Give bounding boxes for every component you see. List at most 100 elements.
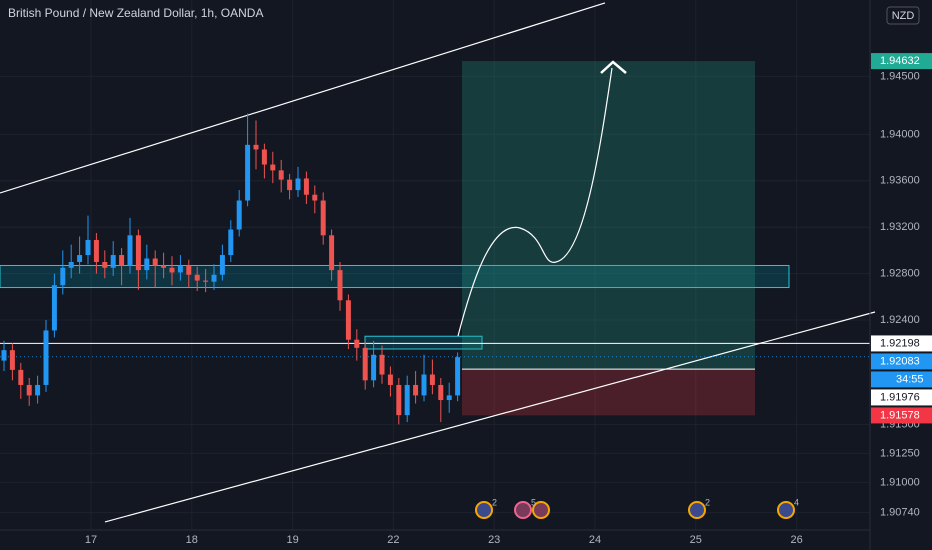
trendline (0, 2, 606, 194)
candle-body (404, 384, 410, 416)
currency-badge[interactable] (886, 6, 920, 25)
event-icon[interactable] (777, 501, 795, 519)
candle-body (354, 339, 360, 348)
x-tick-label: 22 (387, 534, 399, 546)
candle-body (211, 274, 217, 282)
candle-body (77, 255, 83, 263)
candle-body (261, 149, 267, 165)
projection-curve (457, 67, 613, 337)
events: 2 5 2 4 (475, 497, 799, 519)
loss-zone (462, 369, 755, 416)
candle-body (194, 274, 200, 281)
candle-body (329, 235, 335, 271)
x-tick-label: 25 (690, 534, 702, 546)
candle-body (429, 374, 435, 385)
candle-body (362, 347, 368, 381)
y-tick-label: 1.92400 (880, 314, 920, 326)
candle-body (35, 384, 41, 396)
candle-body (371, 354, 377, 381)
candle-body (446, 395, 452, 401)
candle-body (186, 265, 192, 275)
candle-body (287, 179, 293, 191)
candle-body (303, 178, 309, 195)
price-tag (871, 53, 932, 70)
plot (0, 2, 876, 523)
candle-body (85, 239, 91, 256)
candle-body (1, 350, 7, 361)
price-tag (871, 407, 932, 424)
y-tick-label: 1.91250 (880, 447, 920, 459)
x-tick-label: 19 (286, 534, 298, 546)
candle-body (413, 384, 419, 396)
countdown-label: 34:55 (896, 373, 924, 385)
y-tick-label: 1.93200 (880, 221, 920, 233)
price-tag (871, 389, 932, 406)
event-count: 4 (794, 497, 799, 507)
candle-body (295, 178, 301, 191)
candle-body (51, 285, 57, 331)
event-count: 2 (492, 497, 497, 507)
candle-body (236, 200, 242, 230)
candle-body (228, 229, 234, 256)
candle-body (203, 280, 209, 282)
candle-body (135, 235, 141, 271)
candle-body (102, 262, 108, 268)
candle-body (60, 267, 66, 286)
y-tick-label: 1.92800 (880, 268, 920, 280)
candle-body (152, 258, 158, 266)
y-tick-label: 1.94500 (880, 70, 920, 82)
candle-body (345, 300, 351, 340)
candle-body (119, 255, 125, 266)
x-tick-label: 23 (488, 534, 500, 546)
candle-body (127, 235, 133, 266)
candle-body (438, 384, 444, 401)
event-count: 2 (705, 497, 710, 507)
event-icon[interactable] (532, 501, 550, 519)
candle-body (387, 374, 393, 385)
trendline (104, 311, 876, 523)
candle-body (169, 267, 175, 273)
candle-body (110, 255, 116, 268)
candle-body (177, 265, 183, 273)
currency-label: NZD (892, 10, 915, 22)
candle-body (219, 255, 225, 275)
candle-body (144, 258, 150, 271)
price-labels: 1.94500 1.94000 1.93600 1.93200 1.92800 1.924… (85, 53, 932, 546)
candle-body (396, 384, 402, 416)
candle-body (320, 200, 326, 236)
y-tick-label: 1.94000 (880, 128, 920, 140)
candle-body (421, 374, 427, 396)
x-tick-label: 26 (790, 534, 802, 546)
price-tag-label: 1.92083 (880, 355, 920, 367)
event-count: 5 (531, 497, 536, 507)
y-tick-label: 1.90740 (880, 506, 920, 518)
candle-body (43, 330, 49, 385)
candle-body (455, 357, 461, 396)
price-tag (871, 353, 932, 370)
x-tick-label: 24 (589, 534, 601, 546)
countdown-tag (871, 371, 932, 388)
profit-zone (462, 61, 755, 370)
x-tick-label: 18 (186, 534, 198, 546)
event-icon[interactable] (475, 501, 493, 519)
candle-body (253, 144, 259, 150)
x-tick-label: 17 (85, 534, 97, 546)
candle-body (312, 194, 318, 201)
candle-body (68, 262, 74, 268)
candle-body (379, 354, 385, 375)
event-icon[interactable] (514, 501, 532, 519)
candle-body (245, 144, 251, 201)
y-tick-label: 1.91000 (880, 476, 920, 488)
candle-body (337, 270, 343, 301)
event-icon[interactable] (688, 501, 706, 519)
price-tag-label: 1.91578 (880, 409, 920, 421)
chart-title: British Pound / New Zealand Dollar, 1h, … (8, 6, 263, 20)
candle-body (9, 350, 15, 370)
candle-body (93, 239, 99, 263)
candle-body (161, 265, 167, 268)
price-tag-label: 1.92198 (880, 337, 920, 349)
candle-body (270, 164, 276, 171)
price-tag-label: 1.91976 (880, 391, 920, 403)
price-tag (871, 335, 932, 352)
